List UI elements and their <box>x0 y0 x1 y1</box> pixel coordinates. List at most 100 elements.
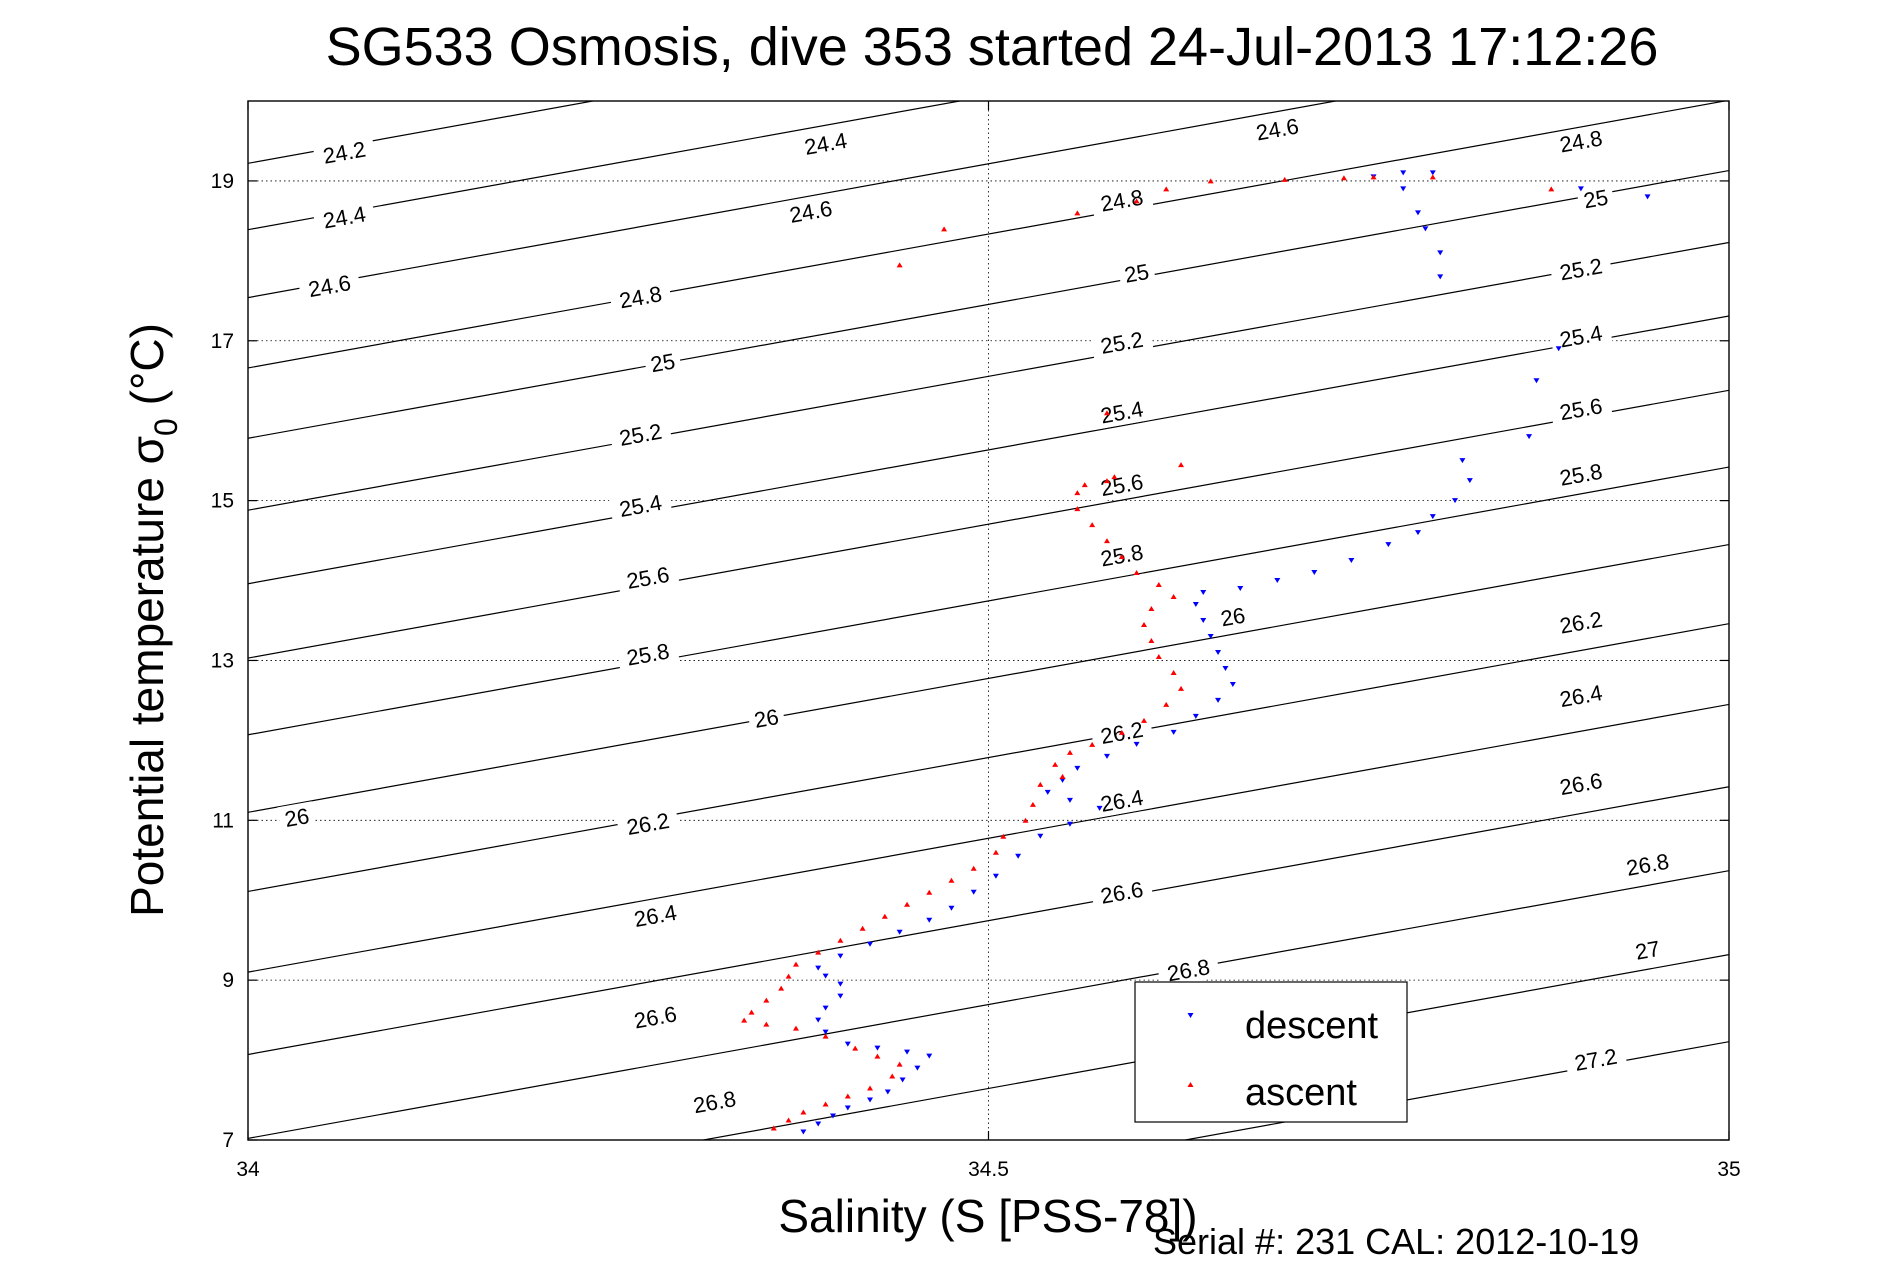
descent-point <box>926 1053 933 1059</box>
y-tick-label: 13 <box>211 649 234 672</box>
density-contour-label-bg <box>1563 1041 1628 1078</box>
ascent-point <box>1111 474 1118 480</box>
density-contour-label: 25.4 <box>617 490 664 522</box>
density-contour-label-group: 25.6 <box>1089 466 1154 503</box>
ascent-point <box>792 961 799 967</box>
density-contour-label-bg <box>1089 874 1154 911</box>
ascent-point <box>822 1101 829 1107</box>
density-contour-label-bg <box>297 267 362 304</box>
density-contour-label: 27 <box>1633 936 1662 965</box>
ascent-point <box>1103 410 1110 416</box>
density-contour-label-bg <box>616 635 680 673</box>
descent-point <box>867 1097 874 1103</box>
density-contour-label: 24.8 <box>1099 184 1146 216</box>
y-tick-label: 19 <box>211 170 234 193</box>
ascent-point <box>1133 198 1140 204</box>
density-contour-label-bg <box>746 702 786 734</box>
ascent-point <box>1148 637 1155 643</box>
ascent-point <box>896 1061 903 1067</box>
density-contour-label: 26.4 <box>632 900 679 932</box>
descent-point <box>1192 713 1199 719</box>
descent-point <box>837 953 844 959</box>
density-contour-label-bg <box>1089 782 1154 819</box>
descent-point <box>1170 729 1177 735</box>
density-contour-line <box>248 169 1729 439</box>
plot-area: 24.2 24.4 24.6 24.4 24.6 24.8 25 25.2 25.4 25.6 25… <box>248 101 1729 1140</box>
density-contour-label-group: 24.4 <box>793 125 858 162</box>
density-contour-line <box>248 623 1729 893</box>
descent-point <box>1348 558 1355 564</box>
descent-point <box>1644 194 1651 200</box>
descent-point <box>1215 697 1222 703</box>
descent-point <box>1429 514 1436 520</box>
y-tick-label: 7 <box>222 1129 234 1152</box>
descent-point <box>1096 805 1103 811</box>
descent-point <box>904 1049 911 1055</box>
x-tick-label: 35 <box>1717 1158 1740 1181</box>
descent-point <box>822 1005 829 1011</box>
density-contour-label-bg <box>1549 390 1613 427</box>
descent-point <box>1422 226 1429 232</box>
density-contour-label: 25.4 <box>1558 320 1605 352</box>
density-contour-label-group: 26.2 <box>1549 603 1613 641</box>
density-contour-label-group: 25 <box>1117 256 1157 289</box>
density-contour-label-bg <box>1549 677 1613 714</box>
y-tick-label: 9 <box>222 969 234 992</box>
ascent-point <box>1170 594 1177 600</box>
density-contour-label: 25.4 <box>1099 396 1146 428</box>
descent-point <box>1414 210 1421 216</box>
density-contour-label: 25.2 <box>1558 253 1605 285</box>
descent-point <box>1414 530 1421 536</box>
descent-point <box>899 1077 906 1083</box>
density-contour-line <box>248 543 1729 813</box>
density-contour-label-bg <box>1615 846 1680 883</box>
density-contour-label-bg <box>608 278 673 315</box>
density-contour-label-bg <box>608 487 673 524</box>
density-contour-label-group: 27 <box>1628 933 1668 966</box>
ascent-point <box>1081 482 1088 488</box>
ascent-point <box>1141 621 1148 627</box>
descent-point <box>1074 765 1081 771</box>
density-contour-label-bg <box>312 134 377 171</box>
ascent-point <box>1000 833 1007 839</box>
density-contour-line <box>248 241 1729 511</box>
ascent-point <box>1037 781 1044 787</box>
descent-point <box>1437 274 1444 280</box>
descent-point <box>992 873 999 879</box>
ascent-point <box>815 949 822 955</box>
ascent-point <box>844 1093 851 1099</box>
density-contour-line <box>248 703 1729 973</box>
density-contour-label-group: 25.6 <box>616 559 680 596</box>
y-tick-label: 15 <box>211 490 234 513</box>
density-contour-label-group: 25.2 <box>1089 324 1154 361</box>
ascent-point <box>1074 210 1081 216</box>
density-contour-label-group: 26 <box>277 801 317 834</box>
density-contour-label-bg <box>1549 603 1613 641</box>
descent-point <box>1237 586 1244 592</box>
density-contour-line <box>248 101 1339 299</box>
legend-ascent-label: ascent <box>1245 1072 1357 1114</box>
density-contour-label: 24.8 <box>617 281 664 313</box>
density-contour-label-bg <box>643 346 683 379</box>
density-contour-label-group: 24.4 <box>312 198 377 236</box>
descent-point <box>1533 378 1540 384</box>
ascent-point <box>904 901 911 907</box>
ascent-point <box>741 1017 748 1023</box>
density-contour-label-group: 25.8 <box>616 635 680 673</box>
descent-point <box>1044 789 1051 795</box>
density-contour-label: 26.4 <box>1558 680 1605 712</box>
descent-point <box>1459 458 1466 464</box>
density-contour-line <box>248 315 1729 585</box>
series-descent <box>800 170 1651 1135</box>
ascent-point <box>970 865 977 871</box>
density-contour-label-group: 24.2 <box>312 134 377 171</box>
density-contour-line <box>248 466 1729 736</box>
density-contour-label-group: 24.8 <box>1089 181 1154 219</box>
ascent-point <box>867 1085 874 1091</box>
ascent-point <box>1074 506 1081 512</box>
density-contour-label-bg <box>1213 600 1253 633</box>
ascent-point <box>874 1053 881 1059</box>
density-contour-label-group: 25.8 <box>1549 456 1613 493</box>
density-contour-label: 26.8 <box>1624 849 1671 881</box>
ascent-point <box>1066 749 1073 755</box>
